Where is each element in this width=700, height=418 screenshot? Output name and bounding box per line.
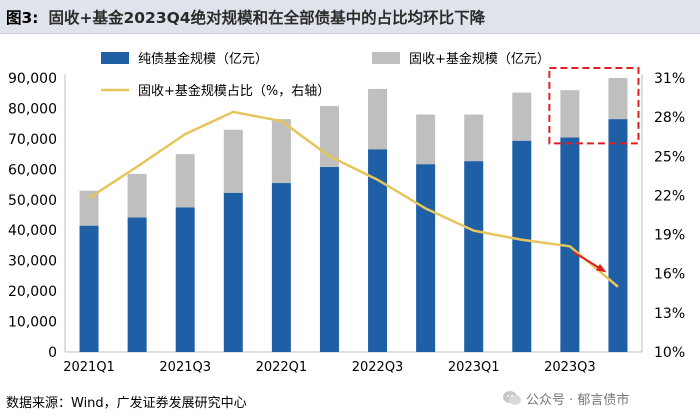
data-source-note: 数据来源：Wind，广发证券发展研究中心 [6,396,247,411]
bar-fixed-income-plus-2023Q3 [560,90,580,138]
bar-fixed-income-plus-2023Q2 [512,92,532,141]
x-tick-label: 2021Q3 [159,360,211,375]
bar-pure-bond-2022Q3 [368,149,388,352]
bar-fixed-income-plus-2022Q4 [416,114,436,165]
y-left-tick-label: 20,000 [8,284,57,300]
y-left-tick-label: 90,000 [8,71,57,87]
legend-label-pure-bond: 纯债基金规模（亿元） [138,51,268,67]
legend-label-fixed-income-plus: 固收+基金规模（亿元） [409,51,550,67]
bar-pure-bond-2023Q4 [608,119,628,352]
figure-title-bar: 图3: 固收+基金2023Q4绝对规模和在全部债基中的占比均环比下降 [0,0,700,34]
bar-fixed-income-plus-2022Q1 [271,119,291,184]
y-right-tick-label: 31% [654,71,685,87]
y-left-tick-label: 50,000 [8,193,57,209]
bar-pure-bond-2021Q4 [223,192,243,352]
watermark-text: 公众号 · 郁言债市 [526,392,630,408]
bar-fixed-income-plus-2022Q3 [368,88,388,150]
x-tick-label: 2022Q1 [256,360,308,375]
decline-arrow-head [595,263,607,273]
watermark: 公众号 · 郁言债市 [502,388,629,408]
y-right-tick-label: 22% [654,188,685,204]
legend-swatch-pure-bond [101,52,129,64]
bar-pure-bond-2022Q1 [271,183,291,352]
y-left-tick-label: 0 [48,345,57,361]
y-right-tick-label: 25% [654,149,685,165]
y-left-tick-label: 60,000 [8,162,57,178]
legend-swatch-fixed-income-plus [372,52,400,64]
bar-pure-bond-2022Q2 [319,166,339,352]
y-right-tick-label: 16% [654,267,685,283]
bar-pure-bond-2021Q1 [79,225,99,352]
y-left-tick-label: 70,000 [8,132,57,148]
y-left-tick-label: 30,000 [8,254,57,270]
x-tick-label: 2022Q3 [352,360,404,375]
line-share-ratio [88,110,619,288]
bar-pure-bond-2023Q2 [512,140,532,352]
bar-fixed-income-plus-2021Q4 [223,129,243,193]
y-left-tick-label: 80,000 [8,101,57,117]
bar-fixed-income-plus-2022Q2 [319,106,339,167]
bar-fixed-income-plus-2023Q4 [608,78,628,120]
x-tick-label: 2021Q1 [63,360,115,375]
y-right-tick-label: 13% [654,306,685,322]
bar-fixed-income-plus-2023Q1 [464,114,484,162]
bar-pure-bond-2023Q3 [560,137,580,352]
legend-label-share-ratio: 固收+基金规模占比（%，右轴） [138,83,330,99]
bar-pure-bond-2023Q1 [464,161,484,352]
highlight-box [548,67,640,145]
x-tick-label: 2023Q3 [544,360,596,375]
y-right-tick-label: 19% [654,228,685,244]
x-tick-label: 2023Q1 [448,360,500,375]
chart: 0 10,000 20,000 30,000 40,000 50,000 60,000 70,… [8,51,685,375]
y-left-tick-label: 40,000 [8,223,57,239]
figure-label: 图3: [6,8,39,27]
bar-pure-bond-2021Q3 [175,207,195,352]
bar-fixed-income-plus-2021Q1 [79,190,99,226]
bar-fixed-income-plus-2021Q3 [175,154,195,208]
wechat-icon [503,391,521,405]
bar-pure-bond-2021Q2 [127,217,147,352]
y-right-tick-label: 28% [654,110,685,126]
bar-fixed-income-plus-2021Q2 [127,173,147,218]
figure-title: 固收+基金2023Q4绝对规模和在全部债基中的占比均环比下降 [48,8,486,27]
bar-pure-bond-2022Q4 [416,164,436,352]
y-left-tick-label: 10,000 [8,315,57,331]
y-right-tick-label: 10% [654,345,685,361]
